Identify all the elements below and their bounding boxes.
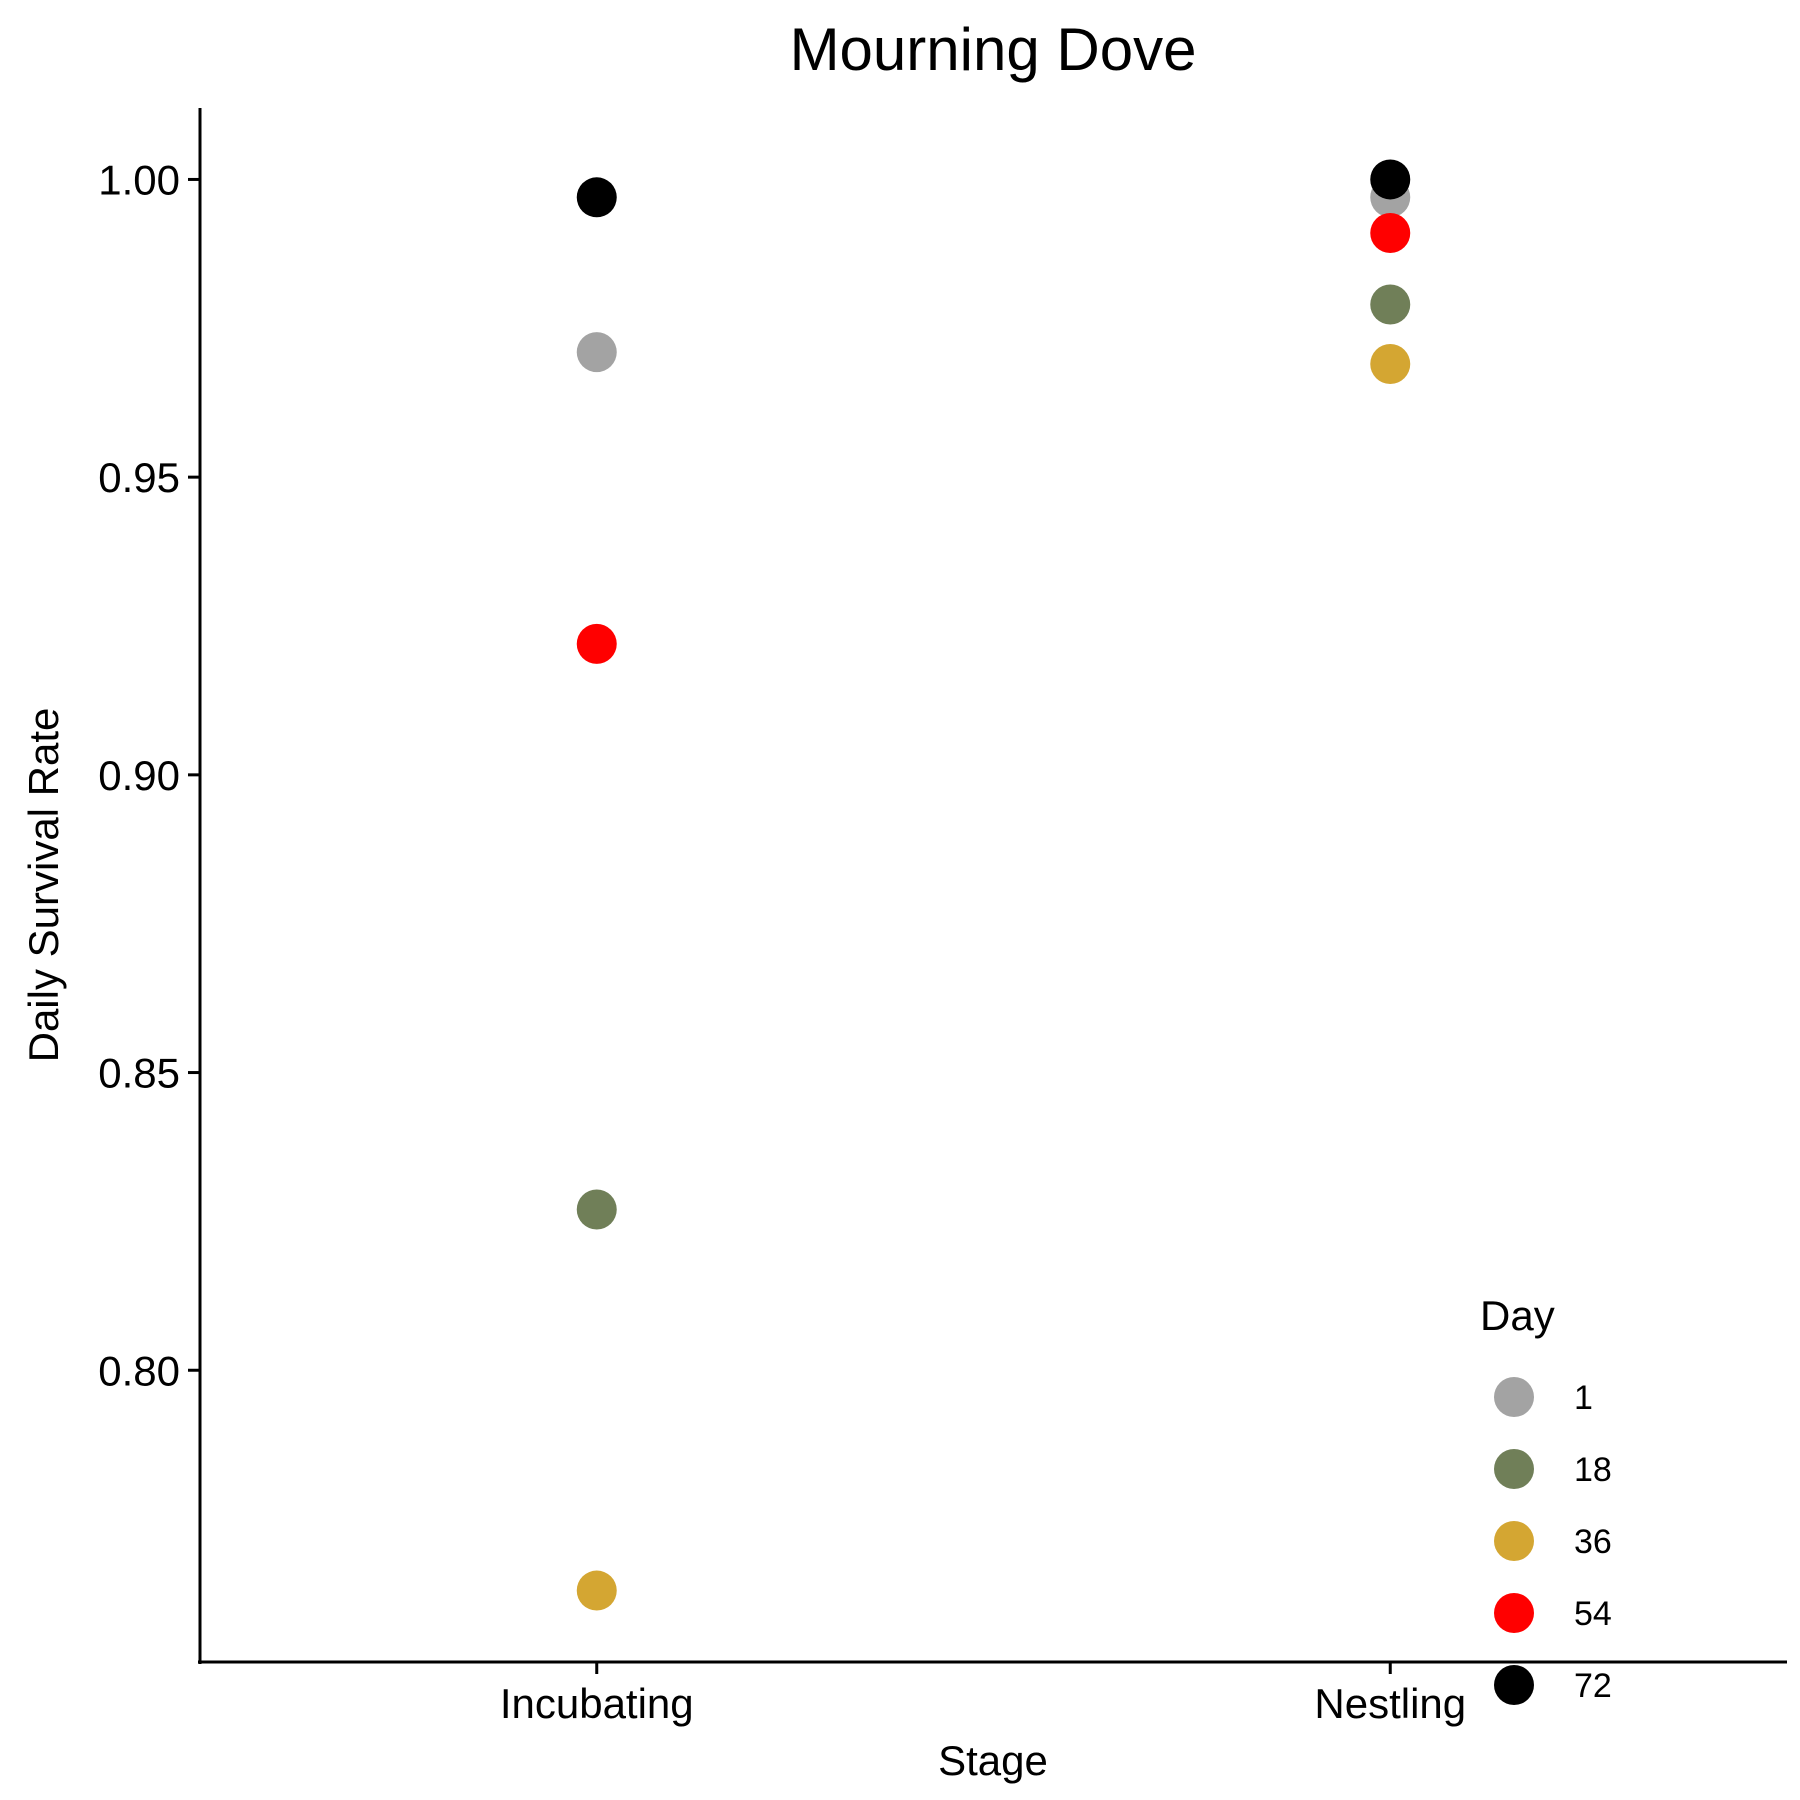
- x-axis-title: Stage: [938, 1737, 1048, 1784]
- legend-label-18: 18: [1574, 1451, 1612, 1489]
- point-day-54-incubating: [576, 623, 617, 664]
- point-day-54-nestling: [1370, 213, 1411, 254]
- data-points: [576, 159, 1411, 1611]
- y-axis-title: Daily Survival Rate: [20, 708, 67, 1063]
- point-day-36-nestling: [1370, 344, 1411, 385]
- legend-key-1: [1494, 1377, 1534, 1417]
- y-tick-label: 1.00: [98, 156, 180, 203]
- legend-key-54: [1494, 1593, 1534, 1633]
- y-tick-label: 0.80: [98, 1347, 180, 1394]
- legend-key-18: [1494, 1449, 1534, 1489]
- legend-title: Day: [1480, 1292, 1555, 1339]
- legend-label-1: 1: [1574, 1379, 1593, 1417]
- legend-label-72: 72: [1574, 1667, 1612, 1705]
- y-tick-label: 0.90: [98, 752, 180, 799]
- y-tick-label: 0.85: [98, 1050, 180, 1097]
- legend-key-36: [1494, 1521, 1534, 1561]
- point-day-18-nestling: [1370, 284, 1411, 325]
- chart-title: Mourning Dove: [790, 16, 1197, 83]
- y-axis: 0.80 0.85 0.90 0.95 1.00: [98, 156, 200, 1394]
- legend-label-54: 54: [1574, 1595, 1612, 1633]
- x-tick-label: Incubating: [500, 1680, 694, 1727]
- point-day-1-incubating: [576, 332, 617, 373]
- point-day-36-incubating: [576, 1570, 617, 1611]
- x-tick-label: Nestling: [1314, 1680, 1466, 1727]
- legend-label-36: 36: [1574, 1523, 1612, 1561]
- point-day-18-incubating: [576, 1189, 617, 1230]
- x-axis: Incubating Nestling: [500, 1662, 1466, 1727]
- legend-key-72: [1494, 1665, 1534, 1705]
- legend: Day 1 18 36 54 72: [1480, 1292, 1612, 1705]
- point-day-72-nestling: [1370, 159, 1411, 200]
- y-tick-label: 0.95: [98, 454, 180, 501]
- point-day-72-incubating: [576, 177, 617, 218]
